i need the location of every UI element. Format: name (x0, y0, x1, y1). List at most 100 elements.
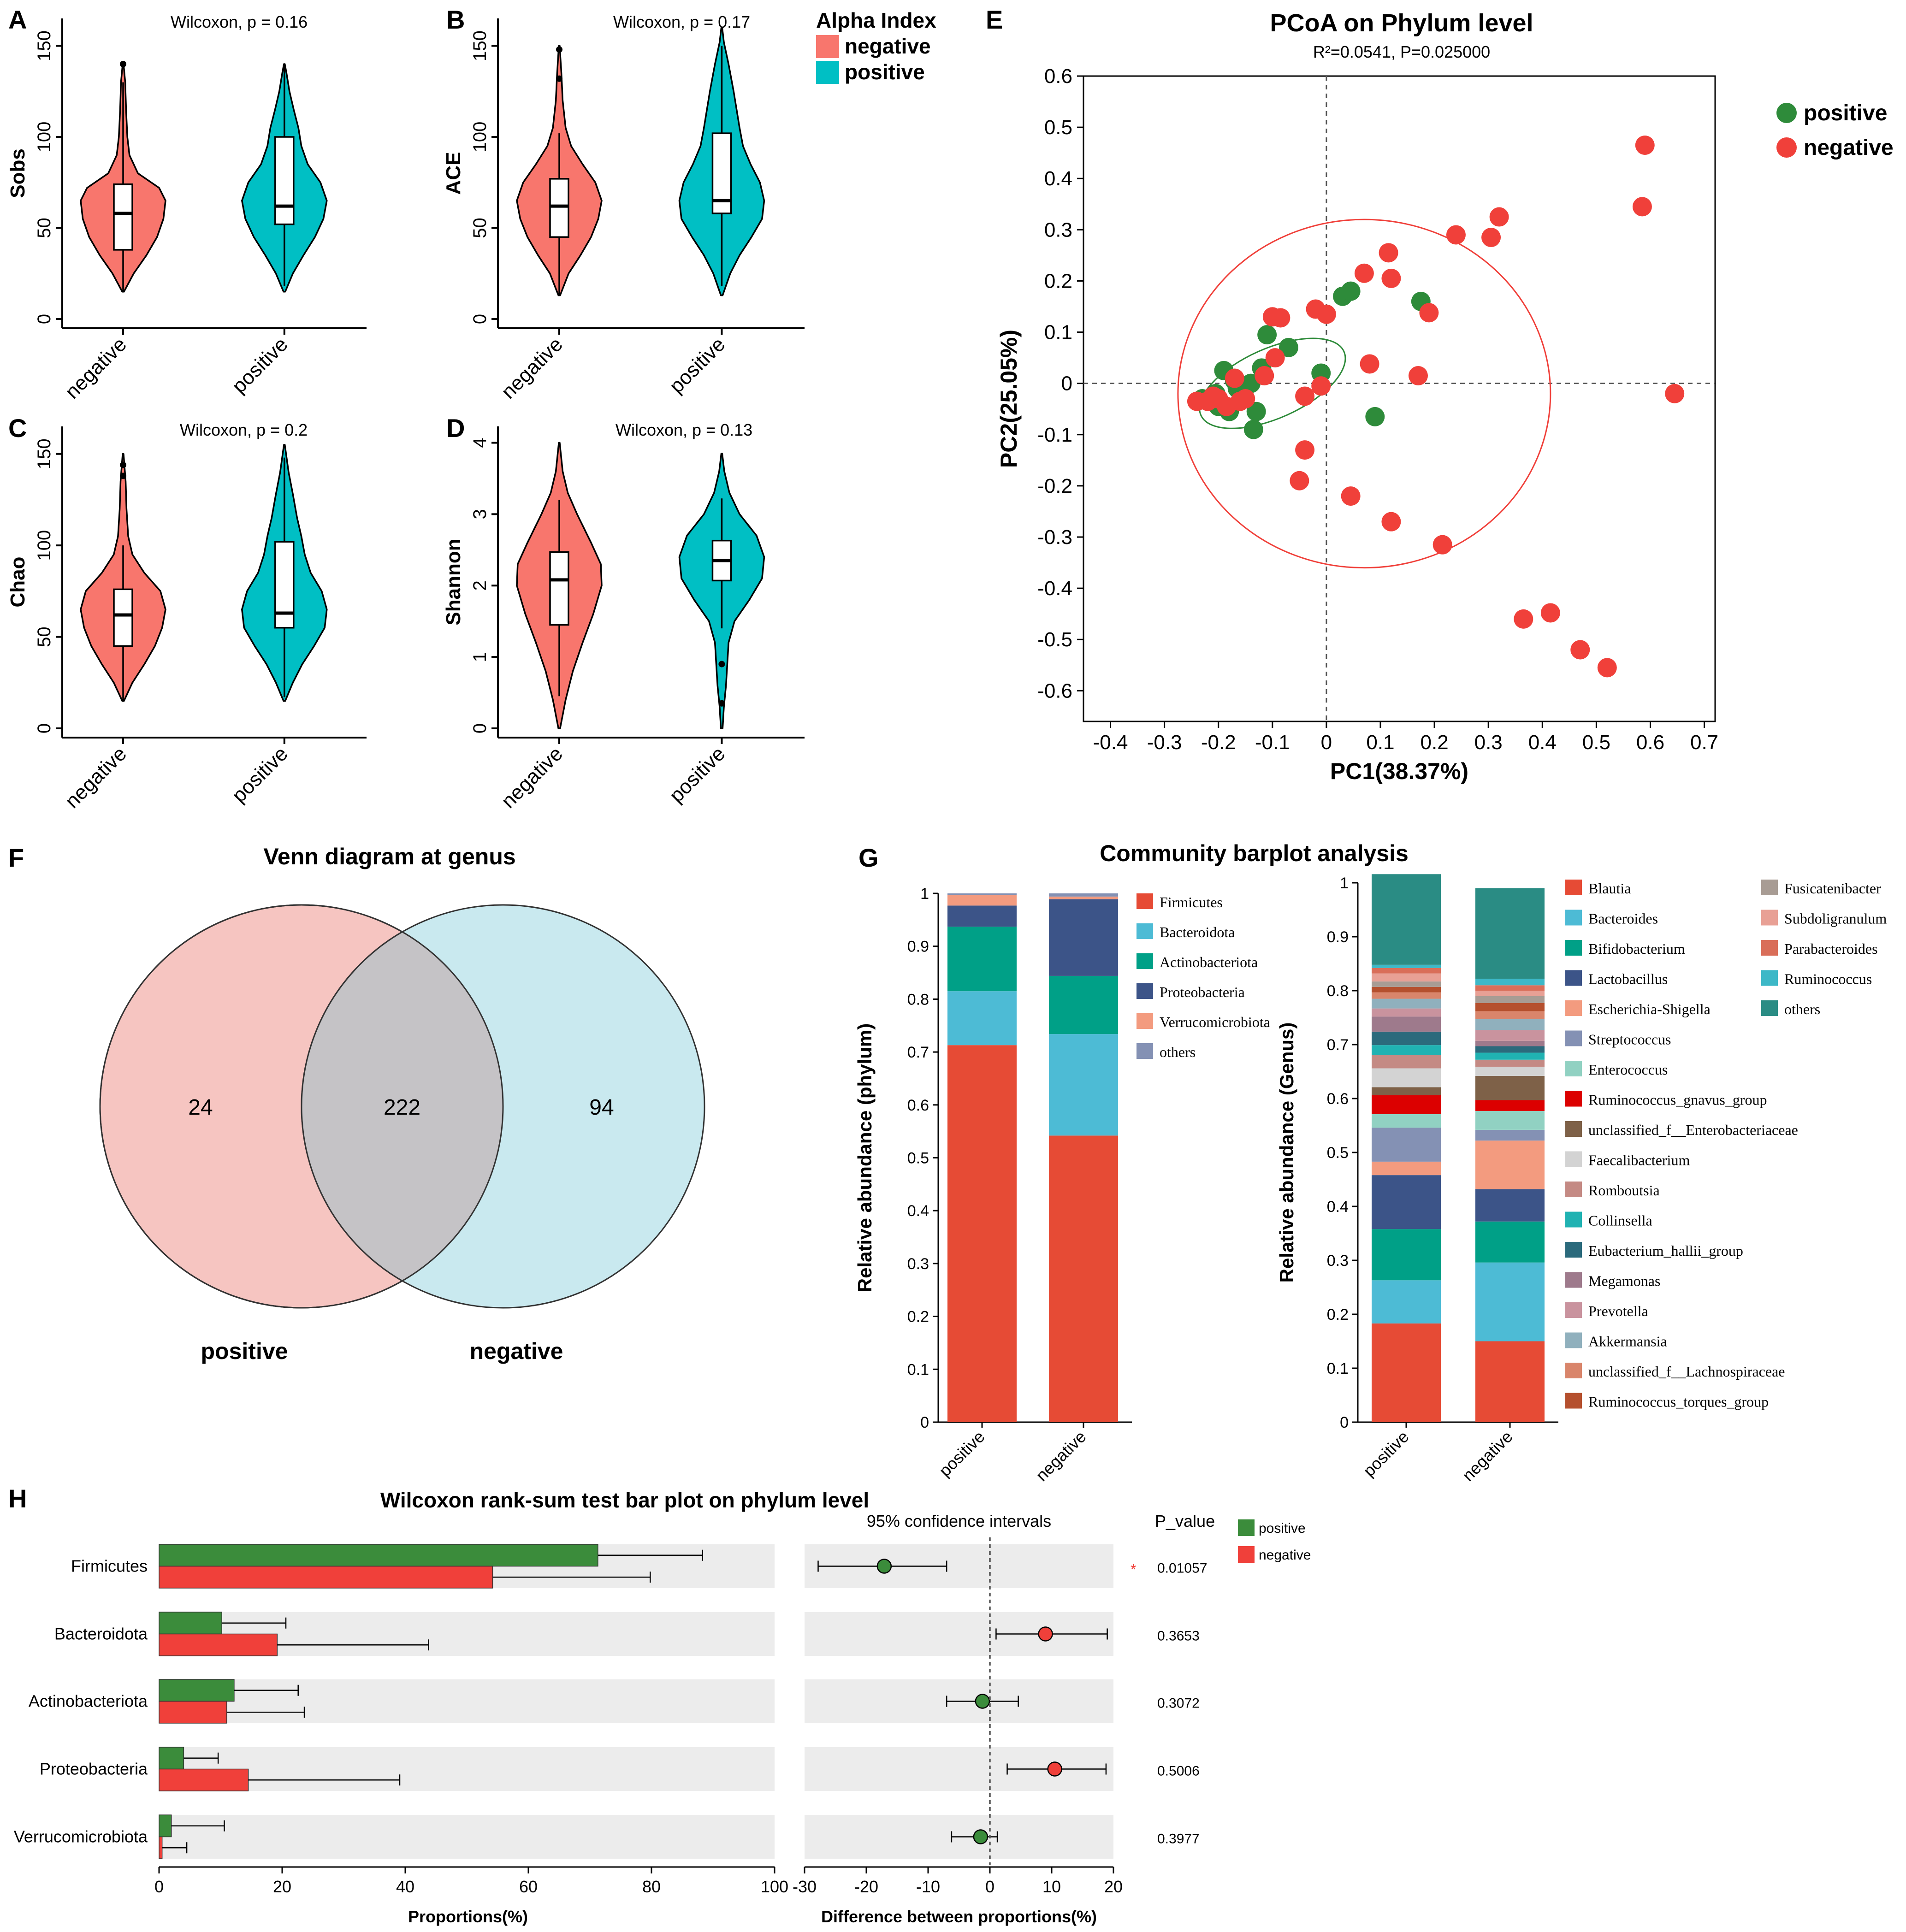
y-tick-label: 0.3 (1327, 1252, 1349, 1270)
legend-swatch-others (1761, 1000, 1778, 1016)
y-tick-label: -0.1 (1037, 424, 1072, 446)
x-tick-label: 0 (1321, 731, 1332, 754)
bar-segment-enterococcus (1372, 1114, 1441, 1128)
chart-subtitle: R²=0.0541, P=0.025000 (1313, 42, 1490, 61)
y-axis-label: Chao (6, 557, 29, 608)
legend-swatch-megamonas (1565, 1272, 1582, 1288)
point-positive (1365, 407, 1385, 426)
bar-segment-megamonas (1372, 1016, 1441, 1032)
bar-segment-akkermansia (1372, 998, 1441, 1009)
legend-swatch-akkermansia (1565, 1332, 1582, 1348)
y-tick-label: 0.8 (907, 991, 929, 1008)
point-negative (1540, 603, 1560, 623)
violin-chart-a: 0 50 100 150 Sobs Wilcoxon, p = 0.16 negative p… (6, 12, 367, 403)
bar-segment-romboutsia (1475, 1059, 1545, 1067)
point-positive (1243, 419, 1263, 439)
row-background (159, 1747, 775, 1791)
bar-segment-bifidobacterium (1372, 1229, 1441, 1281)
venn-set-label-positive: positive (201, 1338, 288, 1364)
y-tick-label: 0 (920, 1414, 929, 1431)
x-tick-label: 0.6 (1636, 731, 1664, 754)
confidence-ellipse-negative (1177, 219, 1551, 569)
x-tick-label-positive: positive (228, 333, 292, 397)
y-tick-label: 0.9 (1327, 928, 1349, 946)
category-label-firmicutes: Firmicutes (71, 1557, 148, 1576)
y-tick-label: 0 (470, 314, 490, 324)
panel-letter-f: F (8, 843, 24, 872)
point-positive (1341, 281, 1361, 301)
point-negative (1489, 207, 1509, 227)
y-axis-label: PC2(25.05%) (996, 330, 1022, 468)
bar-segment-collinsella (1475, 1052, 1545, 1060)
legend-swatch-unclassified-f-lachnospiraceae (1565, 1363, 1582, 1378)
bar-segment-escherichia-shigella (1475, 1140, 1545, 1189)
legend-label-negative: negative (1804, 136, 1894, 160)
x-tick-label: 40 (396, 1877, 414, 1896)
y-tick-label: 0.3 (907, 1255, 929, 1273)
bar-segment-unclassified-f-lachnospiraceae (1475, 1011, 1545, 1020)
diff-x-axis-label: Difference between proportions(%) (821, 1907, 1097, 1926)
bar-segment-unclassified-f-lachnospiraceae (1372, 992, 1441, 999)
x-tick-label: -0.4 (1093, 731, 1128, 754)
y-tick-label: 100 (470, 122, 490, 153)
legend-label-escherichia-shigella: Escherichia-Shigella (1588, 1001, 1711, 1017)
bar-segment-prevotella (1475, 1030, 1545, 1041)
legend-label-verrucomicrobiota: Verrucomicrobiota (1160, 1014, 1270, 1030)
bar-negative (159, 1701, 227, 1724)
legend-label-parabacteroides: Parabacteroides (1784, 940, 1878, 957)
legend-swatch-positive (816, 61, 839, 84)
diff-point (975, 1694, 990, 1709)
legend-label-positive: positive (1259, 1521, 1306, 1536)
point-positive (1246, 402, 1266, 421)
x-tick-label-negative: negative (497, 333, 567, 403)
point-negative (1597, 658, 1617, 678)
point-negative (1255, 366, 1274, 385)
point-negative (1230, 391, 1250, 411)
y-tick-label: 150 (34, 438, 54, 469)
bar-positive (159, 1612, 222, 1635)
outlier-point (556, 75, 562, 82)
y-tick-label: 0.1 (1044, 321, 1072, 344)
x-tick-label-negative: negative (497, 742, 567, 812)
x-tick-label: 0.7 (1690, 731, 1718, 754)
legend-swatch-unclassified-f-enterobacteriaceae (1565, 1121, 1582, 1137)
bar-segment-firmicutes (1049, 1135, 1118, 1422)
diff-x-tick-label: -20 (854, 1877, 878, 1896)
bar-segment-parabacteroides (1475, 985, 1545, 991)
outlier-point (556, 46, 562, 53)
x-tick-label-negative: negative (1032, 1427, 1089, 1485)
y-tick-label: 0.6 (907, 1097, 929, 1114)
y-tick-label: 0.7 (1327, 1036, 1349, 1054)
legend-swatch-bifidobacterium (1565, 940, 1582, 956)
bar-segment-bacteroides (1372, 1280, 1441, 1323)
outlier-point (120, 61, 126, 67)
point-negative (1187, 391, 1207, 411)
p-value-verrucomicrobiota: 0.3977 (1157, 1832, 1200, 1847)
y-tick-label: 0.6 (1327, 1090, 1349, 1108)
y-tick-label: 0.8 (1327, 982, 1349, 1000)
point-positive (1257, 325, 1277, 345)
bar-segment-eubacterium-hallii-group (1372, 1031, 1441, 1046)
legend-swatch-eubacterium-hallii-group (1565, 1242, 1582, 1258)
legend-swatch-bacteroidota (1136, 923, 1153, 939)
y-tick-label: -0.6 (1037, 679, 1072, 702)
wilcoxon-annotation: Wilcoxon, p = 0.17 (613, 12, 750, 31)
venn-overlap (301, 905, 503, 1308)
legend-swatch-blautia (1565, 880, 1582, 895)
chart-title: Venn diagram at genus (263, 844, 515, 869)
legend-swatch-others (1136, 1043, 1153, 1059)
y-tick-label: 0 (470, 723, 490, 733)
violin-chart-d: 0 1 2 3 4 Shannon Wilcoxon, p = 0.13 negative po… (442, 420, 805, 813)
wilcoxon-annotation: Wilcoxon, p = 0.16 (171, 12, 308, 31)
x-tick-label: 0.3 (1474, 731, 1503, 754)
bar-segment-subdoligranulum (1475, 991, 1545, 996)
ci-label: 95% confidence intervals (867, 1512, 1051, 1530)
point-negative (1208, 389, 1228, 408)
x-tick-label-positive: positive (935, 1427, 988, 1480)
bar-segment-escherichia-shigella (1372, 1161, 1441, 1176)
legend-label-collinsella: Collinsella (1588, 1212, 1652, 1229)
legend-swatch-escherichia-shigella (1565, 1000, 1582, 1016)
outlier-point (120, 461, 126, 468)
